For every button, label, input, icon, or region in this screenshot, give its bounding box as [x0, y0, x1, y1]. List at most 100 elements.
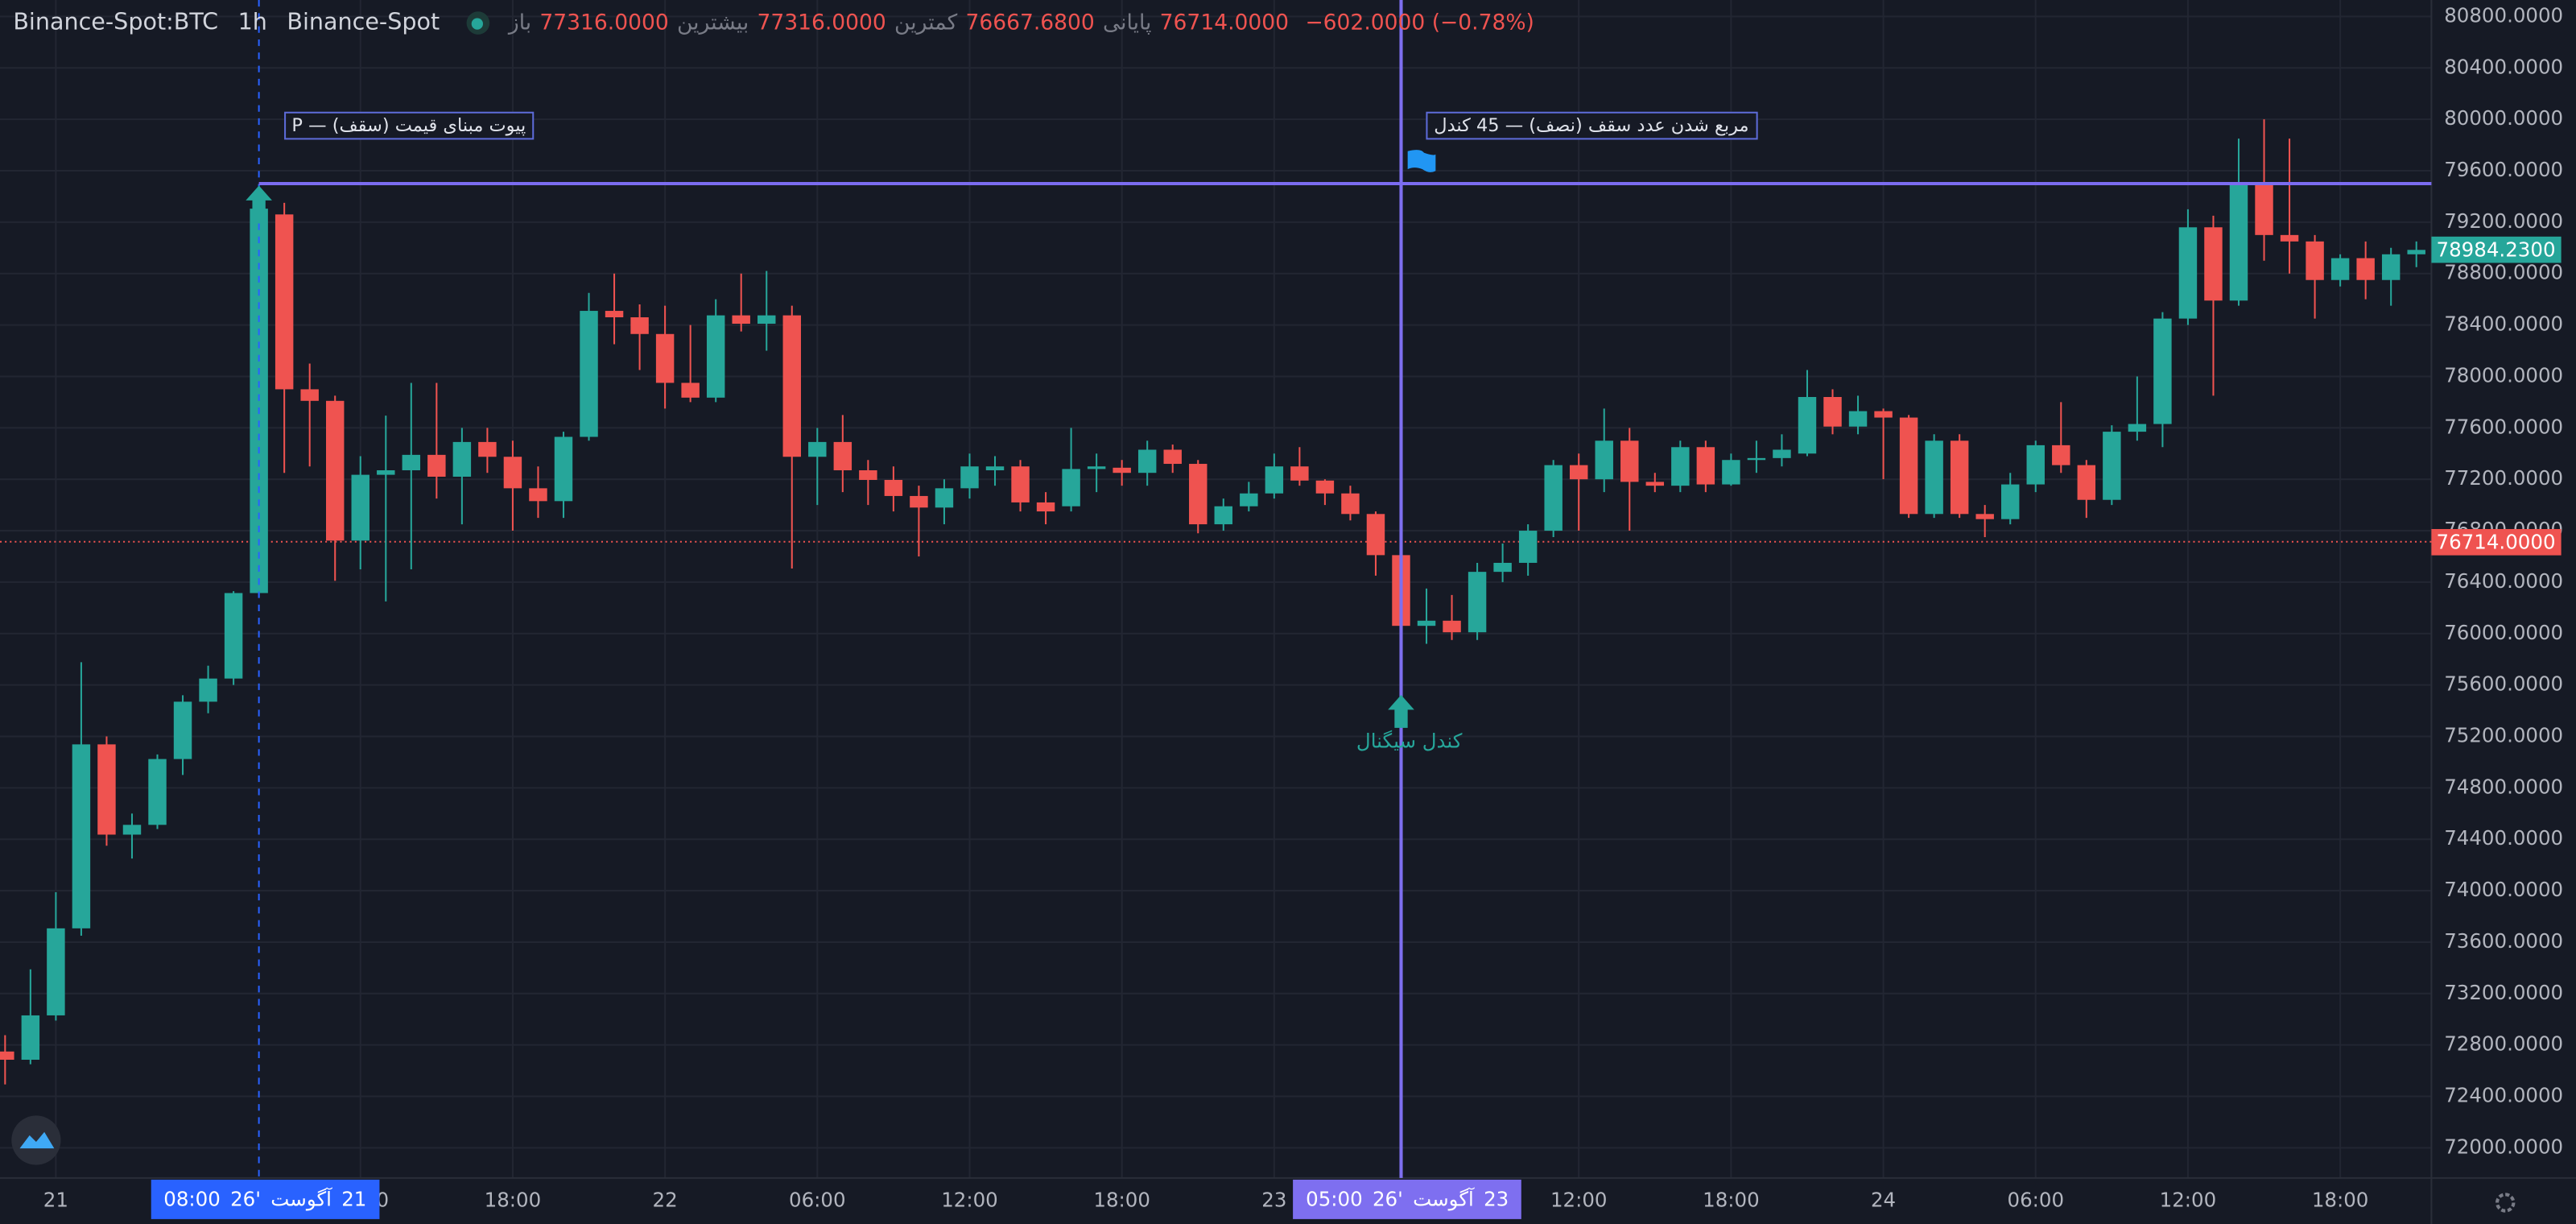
- crosshair-time: 05:00: [1306, 1188, 1363, 1211]
- candle-body: [275, 214, 294, 390]
- y-tick-label: 79600.0000: [2444, 158, 2563, 181]
- y-tick-label: 72400.0000: [2444, 1084, 2563, 1107]
- field-value: 77316.0000: [539, 10, 669, 35]
- change: −602.0000 (−0.78%): [1305, 10, 1534, 35]
- candle-body: [605, 311, 624, 318]
- candle-body: [1036, 502, 1055, 512]
- candle-body: [2153, 318, 2172, 424]
- y-tick-label: 72000.0000: [2444, 1135, 2563, 1158]
- candle-body: [580, 311, 598, 437]
- annotation-box: مربع شدن عدد سقف (نصف) — 45 کندل: [1426, 111, 1757, 140]
- x-tick-label: 12:00: [1550, 1188, 1608, 1211]
- candle-body: [224, 593, 243, 679]
- candle-body: [655, 333, 675, 383]
- candle-body: [1240, 493, 1258, 507]
- candle-body: [910, 495, 928, 508]
- y-tick-label: 80400.0000: [2444, 55, 2563, 78]
- x-tick-label: 06:00: [2007, 1188, 2064, 1211]
- status-dot: [465, 11, 489, 35]
- crosshair-label: 05:00 26' آگوست 23: [1292, 1179, 1522, 1219]
- candle-body: [478, 441, 497, 457]
- candle-body: [427, 454, 446, 477]
- candle-body: [681, 382, 700, 398]
- field-value: 77316.0000: [757, 10, 886, 35]
- y-tick-label: 73600.0000: [2444, 929, 2563, 953]
- crosshair-date: آگوست: [270, 1188, 332, 1211]
- candle-body: [1569, 465, 1588, 480]
- candle-body: [1214, 506, 1233, 525]
- candle-body: [1722, 460, 1740, 485]
- candle-body: [2077, 465, 2096, 500]
- candle-body: [2306, 241, 2324, 280]
- y-tick-label: 74800.0000: [2444, 775, 2563, 798]
- y-tick-label: 80000.0000: [2444, 106, 2563, 130]
- candle-body: [2001, 484, 2020, 519]
- y-tick-label: 74000.0000: [2444, 878, 2563, 901]
- candle-body: [1113, 467, 1131, 473]
- price-tag: 76714.0000: [2431, 528, 2561, 556]
- candle-body: [452, 441, 472, 477]
- y-tick-label: 75200.0000: [2444, 723, 2563, 746]
- crosshair-time: 08:00: [163, 1188, 221, 1211]
- candle-body: [1366, 514, 1385, 556]
- candle-body: [1620, 440, 1639, 482]
- candle-body: [859, 470, 877, 480]
- status-dot-inner: [471, 17, 484, 29]
- field-label: پایانی: [1103, 10, 1152, 35]
- legend-header: Binance-Spot:BTC 1h Binance-Spot باز 7731…: [13, 10, 1534, 36]
- candle-body: [503, 457, 522, 489]
- candle-body: [884, 479, 903, 496]
- x-tick-label: 21: [43, 1188, 68, 1211]
- candle-body: [1696, 447, 1715, 485]
- flag-icon: [1407, 150, 1436, 172]
- candle-body: [2407, 250, 2425, 254]
- y-tick-label: 72800.0000: [2444, 1032, 2563, 1056]
- candle-body: [1798, 397, 1817, 454]
- x-tick-label: 22: [653, 1188, 678, 1211]
- y-tick-label: 77200.0000: [2444, 466, 2563, 490]
- candle-body: [2280, 234, 2299, 242]
- candle-body: [833, 441, 852, 471]
- candle-body: [2052, 445, 2070, 465]
- candle-body: [630, 317, 649, 334]
- signal-arrow: [1388, 695, 1414, 728]
- candle-body: [1493, 562, 1512, 573]
- candle-body: [554, 436, 573, 502]
- ohlc-fields: باز 77316.0000 بیشترین 77316.0000 کمترین 7666…: [509, 10, 1289, 35]
- candle-body: [0, 1051, 14, 1061]
- candle-body: [2255, 184, 2273, 235]
- candle-body: [377, 470, 395, 475]
- crosshair-date: 26': [230, 1188, 262, 1211]
- y-tick-label: 73200.0000: [2444, 981, 2563, 1004]
- candle-body: [1595, 440, 1613, 480]
- settings-icon[interactable]: [2495, 1193, 2516, 1213]
- crosshair-date: 21: [341, 1188, 367, 1211]
- y-tick-label: 76400.0000: [2444, 569, 2563, 593]
- y-tick-label: 79200.0000: [2444, 209, 2563, 233]
- candle-body: [808, 441, 827, 457]
- candle-body: [1315, 480, 1335, 494]
- candle-body: [47, 928, 65, 1015]
- candle-body: [1137, 449, 1157, 473]
- candle-body: [402, 454, 421, 471]
- field-label: کمترین: [894, 10, 958, 35]
- candle-body: [97, 744, 116, 835]
- candle-body: [2330, 258, 2350, 280]
- candle-body: [1341, 493, 1360, 515]
- crosshair-date: آگوست: [1413, 1188, 1474, 1211]
- candle-body: [1062, 469, 1080, 507]
- crosshair-date: 26': [1372, 1188, 1403, 1211]
- signal-label: کندل سیگنال: [1356, 729, 1463, 753]
- candle-body: [1747, 457, 1766, 461]
- logo-icon: [19, 1131, 55, 1149]
- x-tick-label: 18:00: [1703, 1188, 1760, 1211]
- candle-body: [2128, 424, 2147, 432]
- symbol: Binance-Spot:BTC: [13, 10, 219, 36]
- crosshair-date: 23: [1484, 1188, 1509, 1211]
- exchange: Binance-Spot: [287, 10, 440, 36]
- candle-body: [935, 488, 954, 508]
- x-tick-label: 23: [1261, 1188, 1286, 1211]
- x-tick-label: 18:00: [2312, 1188, 2369, 1211]
